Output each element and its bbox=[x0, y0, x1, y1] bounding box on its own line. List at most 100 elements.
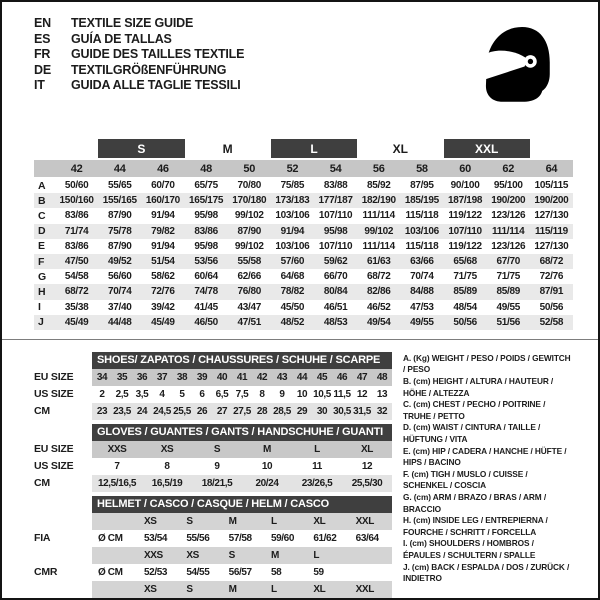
row-label: D bbox=[38, 225, 46, 238]
size-value: 45/49 bbox=[151, 316, 175, 328]
size-value: 63/66 bbox=[410, 256, 434, 268]
size-value: 55/56 bbox=[186, 532, 210, 544]
size-value: 46 bbox=[336, 371, 348, 383]
size-value: 75/78 bbox=[107, 225, 132, 237]
textile-body: A 50/60 55/65 60/70 65/75 70/80 75/85 83/88 85/9… bbox=[34, 178, 573, 330]
size-value: 52/58 bbox=[539, 316, 564, 328]
textile-row-j: J 45/49 44/48 45/49 46/50 47/51 48/52 48/53 49/5… bbox=[34, 314, 573, 330]
row-values: 12,5/16,5 16,5/19 18/21,5 20/24 23/26,5 25,5/… bbox=[92, 474, 392, 492]
size-value: XXL bbox=[355, 515, 375, 527]
size-value: 46/50 bbox=[194, 316, 218, 328]
size-value: 68/72 bbox=[64, 286, 89, 298]
size-value: 39 bbox=[196, 371, 208, 383]
size-value: 58/62 bbox=[151, 271, 175, 283]
table-row: CM 23 23,5 24 24,5 25,5 26 27 27,5 28 28,5 29 30 30,5… bbox=[34, 402, 392, 420]
row-values: XS S M L XL XXL bbox=[92, 512, 392, 530]
row-values: 7 8 9 10 11 12 bbox=[92, 458, 392, 475]
legend-item: E. (cm) HIP / CADERA / HANCHE / HÜFTE / … bbox=[403, 445, 567, 468]
size-value: 123/126 bbox=[491, 240, 526, 252]
row-label bbox=[34, 513, 92, 530]
size-value: 3,5 bbox=[135, 388, 149, 400]
size-value: 43/47 bbox=[237, 301, 261, 313]
size-value: 150/160 bbox=[59, 195, 94, 207]
size-value: 187/198 bbox=[448, 195, 483, 207]
size-value: 68/72 bbox=[366, 271, 391, 283]
size-value: 35 bbox=[116, 371, 128, 383]
size-value: 7,5 bbox=[235, 388, 249, 400]
size-value: 48/54 bbox=[453, 301, 477, 313]
language-code: FR bbox=[34, 47, 51, 62]
size-value: L bbox=[270, 515, 277, 527]
size-value: 115/118 bbox=[405, 240, 439, 252]
size-value: 24,5 bbox=[153, 405, 171, 417]
lower-section: SHOES/ ZAPATOS / CHAUSSURES / SCHUHE / S… bbox=[34, 351, 573, 598]
size-value: XS bbox=[186, 549, 199, 561]
size-value: 61/63 bbox=[366, 256, 391, 268]
shoes-header-row: SHOES/ ZAPATOS / CHAUSSURES / SCHUHE / S… bbox=[34, 351, 392, 369]
size-value: 87/95 bbox=[410, 180, 434, 192]
size-value: 60/70 bbox=[151, 180, 175, 192]
size-value: 30,5 bbox=[333, 405, 351, 417]
helmet-header-row: HELMET / CASCO / CASQUE / HELM / CASCO bbox=[34, 495, 392, 513]
row-label: J bbox=[38, 316, 44, 329]
size-value: 83/86 bbox=[194, 225, 218, 237]
size-value: 87/91 bbox=[539, 286, 564, 298]
size-value: 55/65 bbox=[107, 180, 132, 192]
language-title: GUIDA ALLE TAGLIE TESSILI bbox=[71, 78, 241, 93]
size-value: 107/110 bbox=[448, 225, 482, 237]
size-value: 70/74 bbox=[410, 271, 434, 283]
size-value: 18/21,5 bbox=[201, 477, 233, 489]
gloves-header-row: GLOVES / GUANTES / GANTS / HANDSCHUHE / … bbox=[34, 423, 392, 441]
size-value: 71/75 bbox=[453, 271, 477, 283]
size-value: 90/100 bbox=[450, 180, 480, 192]
size-value: 119/122 bbox=[448, 210, 482, 222]
size-value: 2,5 bbox=[115, 388, 129, 400]
size-value: 49/54 bbox=[366, 316, 391, 328]
size-value: 85/92 bbox=[366, 180, 391, 192]
size-value: S bbox=[213, 443, 221, 455]
size-value: 95/98 bbox=[194, 240, 218, 252]
size-value: 57/58 bbox=[228, 532, 252, 544]
spacer bbox=[34, 496, 92, 513]
size-value: M bbox=[228, 515, 237, 527]
size-value: 59 bbox=[313, 566, 324, 578]
column-header: 48 bbox=[200, 162, 212, 175]
language-title: GUÍA DE TALLAS bbox=[71, 31, 172, 46]
size-value: 177/187 bbox=[318, 195, 353, 207]
size-value: 45 bbox=[316, 371, 328, 383]
size-value: 5 bbox=[179, 388, 185, 400]
size-value: 70/74 bbox=[107, 286, 132, 298]
size-value: 53/54 bbox=[144, 532, 168, 544]
column-header: 54 bbox=[329, 162, 342, 175]
size-value: 84/88 bbox=[410, 286, 434, 298]
size-value: 99/102 bbox=[234, 210, 264, 222]
size-value: 12 bbox=[356, 388, 368, 400]
row-label bbox=[34, 581, 92, 598]
language-title: TEXTILGRÖßENFÜHRUNG bbox=[71, 62, 227, 77]
size-value: 41/45 bbox=[194, 301, 218, 313]
size-value: 99/102 bbox=[234, 240, 264, 252]
row-values: XS S M L XL XXL bbox=[92, 580, 392, 598]
size-value: 83/88 bbox=[323, 180, 348, 192]
size-value: 165/175 bbox=[189, 195, 224, 207]
size-value: 32 bbox=[376, 405, 388, 417]
size-value bbox=[350, 547, 392, 564]
size-value: 95/98 bbox=[323, 225, 348, 237]
size-value: 50/60 bbox=[64, 180, 89, 192]
size-value: 83/86 bbox=[64, 240, 89, 252]
size-value: 57/60 bbox=[280, 256, 305, 268]
size-value: 37 bbox=[156, 371, 168, 383]
size-value: 87/90 bbox=[107, 240, 132, 252]
accessory-tables: SHOES/ ZAPATOS / CHAUSSURES / SCHUHE / S… bbox=[34, 351, 392, 598]
size-value: 23/26,5 bbox=[301, 477, 333, 489]
row-label: E bbox=[38, 240, 45, 253]
shoes-table-title: SHOES/ ZAPATOS / CHAUSSURES / SCHUHE / S… bbox=[92, 351, 392, 369]
size-value: 46/52 bbox=[366, 301, 391, 313]
gloves-table: GLOVES / GUANTES / GANTS / HANDSCHUHE / … bbox=[34, 423, 392, 492]
size-value: XL bbox=[313, 583, 326, 595]
size-value: 62/66 bbox=[237, 271, 261, 283]
size-value: 190/200 bbox=[534, 195, 569, 207]
row-values: 23 23,5 24 24,5 25,5 26 27 27,5 28 28,5 29 30 30,5 31… bbox=[92, 402, 392, 420]
row-values: 34 35 36 37 38 39 40 41 42 43 44 45 46 47 48 bbox=[92, 368, 392, 386]
size-value: 155/165 bbox=[102, 195, 137, 207]
